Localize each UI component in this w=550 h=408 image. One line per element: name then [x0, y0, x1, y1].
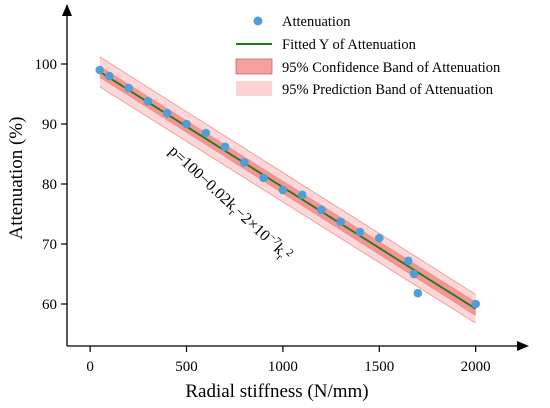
data-point — [124, 83, 133, 93]
x-axis-arrow — [517, 341, 529, 351]
x-tick-label: 1500 — [364, 359, 394, 375]
y-tick-label: 90 — [42, 117, 57, 133]
legend-marker-attenuation — [253, 16, 263, 26]
fit-layer — [99, 71, 477, 310]
data-point — [471, 299, 480, 309]
data-point — [403, 256, 413, 266]
prediction-band-lower-edge — [99, 86, 476, 324]
data-point — [162, 108, 172, 118]
x-ticks: 0 500 1000 1500 2000 — [86, 346, 491, 375]
legend: Attenuation Fitted Y of Attenuation 95% … — [235, 14, 501, 98]
prediction-band-upper-edge — [99, 56, 476, 295]
data-point — [336, 217, 346, 227]
y-tick-label: 60 — [42, 297, 57, 313]
x-tick-label: 1000 — [268, 359, 298, 375]
legend-marker-confidence — [235, 58, 273, 75]
data-point — [201, 128, 211, 138]
data-point — [413, 288, 423, 298]
data-point — [374, 233, 384, 243]
confidence-band-lower-edge — [99, 76, 476, 316]
data-point — [143, 96, 153, 106]
data-point — [259, 173, 268, 183]
x-axis-title: Radial stiffness (N/mm) — [185, 381, 368, 402]
legend-label-attenuation: Attenuation — [282, 14, 351, 30]
y-tick-label: 100 — [35, 57, 58, 73]
confidence-band-upper-edge — [99, 66, 476, 303]
points-layer — [95, 65, 480, 309]
data-point — [409, 269, 419, 279]
equation-sub-2: r — [274, 252, 285, 264]
data-point — [297, 190, 307, 200]
x-tick-label: 2000 — [461, 359, 491, 375]
data-point — [95, 65, 105, 75]
x-tick-label: 500 — [175, 359, 198, 375]
legend-label-prediction: 95% Prediction Band of Attenuation — [282, 82, 494, 98]
data-point — [105, 71, 114, 81]
legend-marker-prediction — [236, 81, 272, 96]
equation-sup-2: 2 — [284, 247, 296, 260]
fitted-line — [99, 71, 477, 310]
y-tick-label: 70 — [42, 237, 57, 253]
data-point — [278, 185, 288, 195]
legend-label-confidence: 95% Confidence Band of Attenuation — [282, 60, 501, 76]
data-point — [355, 227, 365, 237]
equation-sub-1: r — [226, 207, 237, 219]
y-ticks: 60 70 80 90 100 — [35, 57, 67, 313]
legend-label-fitted: Fitted Y of Attenuation — [282, 37, 417, 53]
data-point — [220, 142, 230, 152]
y-tick-label: 80 — [42, 177, 57, 193]
y-axis-title: Attenuation (%) — [6, 117, 27, 240]
y-axis-arrow — [62, 4, 72, 16]
data-point — [317, 205, 326, 215]
x-tick-label: 0 — [86, 359, 94, 375]
data-point — [182, 119, 191, 129]
data-point — [240, 158, 249, 167]
